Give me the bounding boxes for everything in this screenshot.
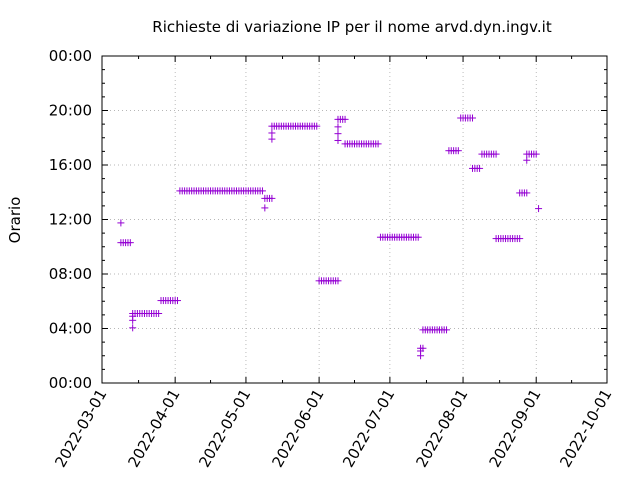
data-point	[419, 344, 427, 352]
y-tick-label: 00:00	[49, 47, 92, 65]
data-point	[468, 114, 476, 122]
data-point	[261, 204, 269, 212]
data-point	[117, 219, 125, 227]
y-tick-label: 08:00	[49, 265, 92, 283]
data-point	[516, 235, 524, 243]
data-point	[443, 326, 451, 334]
data-point	[268, 194, 276, 202]
y-tick-label: 20:00	[49, 102, 92, 120]
data-point	[268, 129, 276, 137]
x-tick-label: 2022-09-01	[485, 386, 544, 471]
data-point	[341, 115, 349, 123]
data-point	[268, 135, 276, 143]
x-tick-label: 2022-08-01	[412, 386, 471, 471]
x-tick-label: 2022-07-01	[339, 386, 398, 471]
chart-title: Richieste di variazione IP per il nome a…	[152, 18, 552, 36]
data-point	[129, 324, 137, 332]
x-tick-label: 2022-03-01	[51, 386, 110, 471]
data-point	[532, 150, 540, 158]
x-axis: 2022-03-01 2022-04-01 2022-05-01 2022-06-01…	[51, 56, 615, 471]
x-tick-label: 2022-04-01	[124, 386, 183, 471]
data-point	[258, 187, 266, 195]
data-point	[454, 147, 462, 155]
y-tick-label: 12:00	[49, 211, 92, 229]
y-axis: 00:00 04:00 08:00 12:00 16:00 20:00 00:00	[49, 47, 607, 392]
grid	[102, 56, 607, 383]
y-tick-label: 04:00	[49, 320, 92, 338]
data-point	[414, 233, 422, 241]
x-tick-label: 2022-05-01	[195, 386, 254, 471]
data-point	[334, 123, 342, 131]
data-point	[523, 189, 531, 197]
data-point	[174, 297, 182, 305]
y-tick-label: 16:00	[49, 156, 92, 174]
data-point	[126, 239, 134, 247]
data-point	[476, 164, 484, 172]
y-tick-label: 00:00	[49, 374, 92, 392]
x-tick-label: 2022-10-01	[556, 386, 615, 471]
data-point	[492, 150, 500, 158]
data-point	[155, 310, 163, 318]
data-point	[523, 156, 531, 164]
x-tick-label: 2022-06-01	[268, 386, 327, 471]
data-point	[334, 136, 342, 144]
data-points	[117, 114, 543, 360]
data-point	[334, 277, 342, 285]
data-point	[313, 122, 321, 130]
y-axis-label: Orario	[6, 197, 24, 244]
data-point	[374, 140, 382, 148]
data-point	[535, 205, 543, 213]
data-point	[334, 130, 342, 138]
plot-frame	[101, 55, 608, 384]
